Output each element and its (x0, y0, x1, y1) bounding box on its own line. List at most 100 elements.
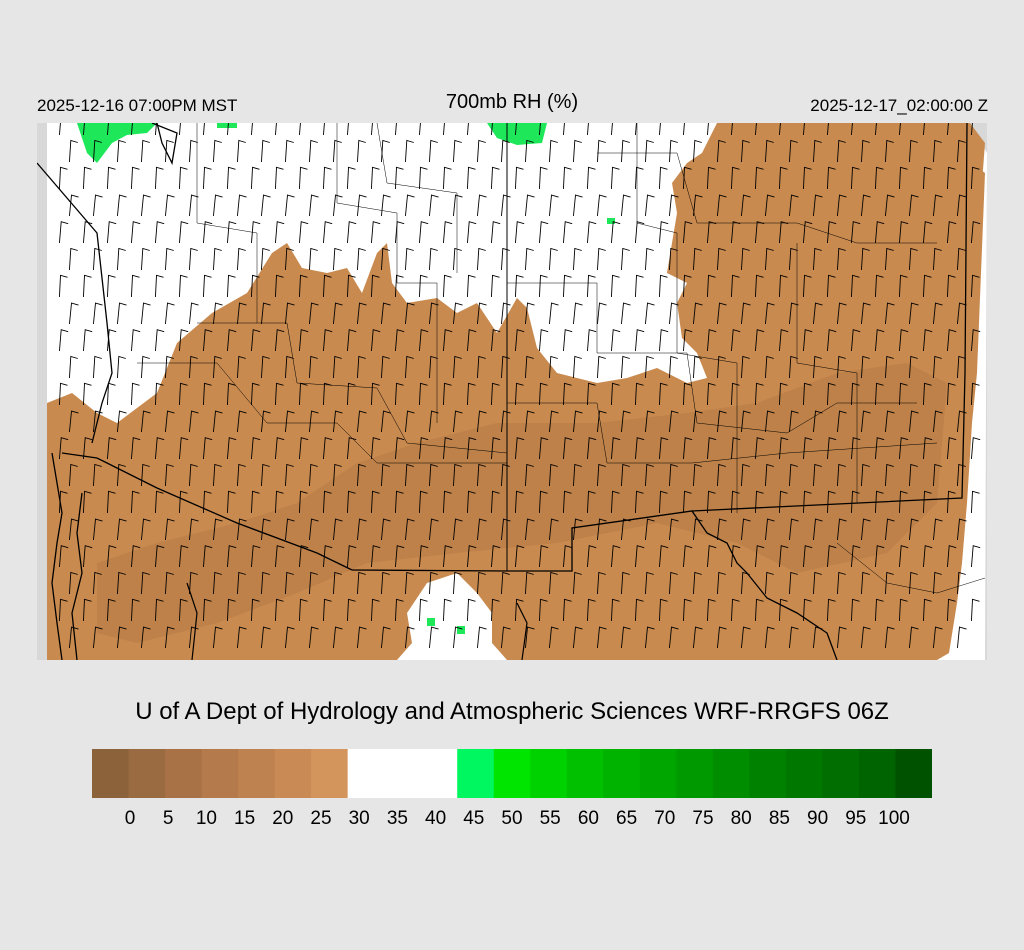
wind-barb (884, 518, 895, 541)
wind-barb (658, 598, 668, 622)
colorbar-swatch (384, 749, 422, 798)
wind-barb (452, 194, 463, 217)
wind-barb (202, 221, 213, 244)
dry-area-northeast (882, 123, 985, 203)
wind-barb (932, 463, 942, 487)
wind-barb (692, 355, 702, 379)
wind-barb (812, 247, 822, 271)
boundaries (37, 123, 986, 660)
wind-barb (644, 194, 655, 217)
wind-barb (610, 329, 621, 352)
wind-barb (716, 139, 726, 163)
wind-barb (538, 123, 541, 136)
wind-barb (970, 329, 981, 352)
wind-barb (946, 221, 957, 244)
wind-barb (370, 166, 380, 190)
wind-barb (908, 410, 919, 433)
wind-barb (226, 123, 229, 136)
wind-barb (970, 382, 980, 406)
wind-barb (106, 382, 116, 406)
wind-barb (164, 355, 174, 379)
wind-barb (322, 329, 333, 352)
wind-barb (572, 194, 583, 217)
wind-barb (130, 490, 140, 514)
colorbar-label: 55 (539, 808, 561, 829)
wind-barb (572, 518, 583, 541)
wind-barb (188, 302, 199, 325)
wind-barb (730, 221, 741, 244)
wind-barb (860, 355, 870, 379)
wind-barb (452, 355, 462, 379)
model-credit: U of A Dept of Hydrology and Atmospheric… (135, 698, 889, 725)
wind-barb (778, 598, 788, 622)
wind-barb (212, 463, 222, 487)
wind-barb (610, 490, 620, 514)
wind-barb (490, 274, 500, 298)
wind-barb (908, 571, 918, 595)
wind-barb (644, 571, 654, 595)
wind-barb (812, 463, 822, 487)
wind-barb (692, 571, 702, 595)
wind-barb (212, 355, 222, 379)
wind-barb (274, 598, 284, 622)
wind-barb (394, 329, 405, 352)
wind-barb (922, 437, 933, 460)
wind-barb (812, 355, 822, 379)
wind-barb (682, 598, 692, 622)
wind-barb (452, 626, 463, 649)
wind-barb (298, 598, 308, 622)
wind-barb (860, 626, 871, 649)
wind-barb (932, 194, 943, 217)
wind-barb (740, 626, 751, 649)
wind-barb (836, 463, 846, 487)
wind-barb (116, 302, 127, 325)
wind-barb (586, 437, 597, 460)
wind-barb (226, 545, 237, 568)
wind-barb (884, 247, 894, 271)
wind-barb (490, 123, 493, 136)
wind-barb (788, 626, 799, 649)
wind-barb (226, 490, 236, 514)
wind-barb (706, 490, 716, 514)
wind-barb (346, 490, 356, 514)
wind-barb (970, 437, 981, 460)
wind-barb (970, 545, 981, 568)
wind-barb (188, 139, 198, 163)
wind-barb (500, 410, 511, 433)
wind-barb (442, 598, 452, 622)
wind-barb (764, 194, 775, 217)
wind-barb (250, 329, 261, 352)
wind-barb (850, 274, 860, 298)
wind-barb (586, 382, 596, 406)
colorbar-swatch (639, 749, 677, 798)
wind-barb (332, 247, 342, 271)
wind-barb (682, 490, 692, 514)
wind-barb (874, 329, 885, 352)
wind-barb (562, 437, 573, 460)
wind-barb (514, 166, 524, 190)
colorbar-label: 60 (577, 808, 599, 829)
wind-barb (898, 545, 909, 568)
wind-barb (356, 410, 367, 433)
border-nevada (37, 162, 113, 444)
wind-barb (548, 626, 559, 649)
wind-barb (548, 247, 558, 271)
wind-barb (706, 545, 717, 568)
wind-barb (260, 463, 270, 487)
wind-barb (490, 545, 501, 568)
wind-barb (394, 490, 404, 514)
wind-barb (740, 410, 751, 433)
wind-barb (538, 221, 549, 244)
wind-barb (140, 247, 150, 271)
wind-barb (466, 166, 476, 190)
wind-barb (250, 123, 253, 136)
wind-barb (130, 437, 141, 460)
wind-barb (706, 382, 716, 406)
wind-barb (308, 626, 319, 649)
valid-time-local: 2025-12-16 07:00PM MST (37, 96, 238, 115)
colorbar-swatch (238, 749, 276, 798)
county-lines-5 (597, 152, 937, 244)
wind-barb (346, 437, 357, 460)
wind-barb (274, 437, 285, 460)
wind-barb (740, 463, 750, 487)
